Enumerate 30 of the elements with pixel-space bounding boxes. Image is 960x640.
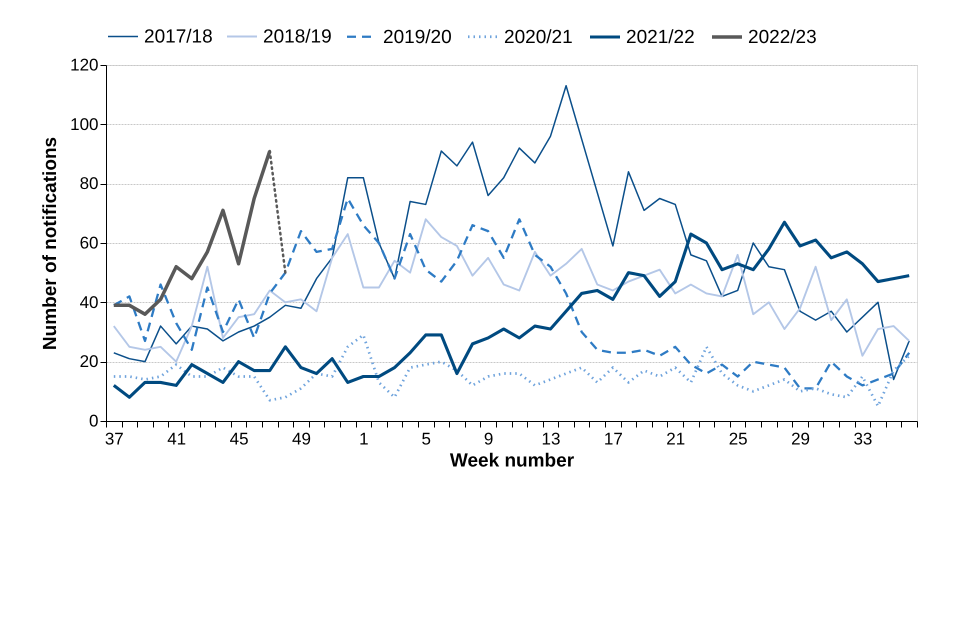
y-tick-label: 0 bbox=[89, 412, 98, 430]
y-tick-label: 40 bbox=[80, 292, 98, 312]
x-tick-label: 29 bbox=[791, 430, 810, 448]
y-tick-label: 80 bbox=[80, 174, 98, 194]
legend-label: 2020/21 bbox=[504, 26, 573, 48]
x-tick-label: 1 bbox=[359, 430, 369, 448]
x-tick-label: 5 bbox=[421, 430, 431, 448]
x-axis-title: Week number bbox=[450, 450, 575, 472]
x-tick-label: 37 bbox=[104, 430, 124, 448]
x-tick-label: 13 bbox=[542, 430, 560, 448]
legend-label: 2021/22 bbox=[626, 27, 695, 48]
y-axis-title: Number of notifications bbox=[40, 136, 62, 350]
legend-label: 2019/20 bbox=[383, 26, 452, 48]
x-tick-label: 21 bbox=[666, 430, 686, 448]
x-tick-label: 49 bbox=[292, 430, 311, 448]
y-tick-label: 20 bbox=[80, 352, 98, 372]
legend-label: 2017/18 bbox=[144, 26, 213, 48]
line-series bbox=[112, 334, 911, 408]
x-tick-label: 17 bbox=[604, 430, 623, 448]
line-series bbox=[112, 218, 910, 363]
y-tick-label: 100 bbox=[70, 114, 98, 134]
y-tick-label: 60 bbox=[80, 234, 98, 252]
x-tick-label: 33 bbox=[853, 430, 872, 448]
x-tick-label: 9 bbox=[484, 430, 494, 448]
x-tick-label: 25 bbox=[728, 430, 748, 448]
legend-label: 2022/23 bbox=[748, 27, 817, 48]
x-tick-label: 45 bbox=[230, 430, 249, 448]
y-tick-label: 120 bbox=[70, 56, 98, 74]
legend-label: 2018/19 bbox=[263, 26, 332, 48]
x-tick-label: 41 bbox=[167, 430, 186, 448]
